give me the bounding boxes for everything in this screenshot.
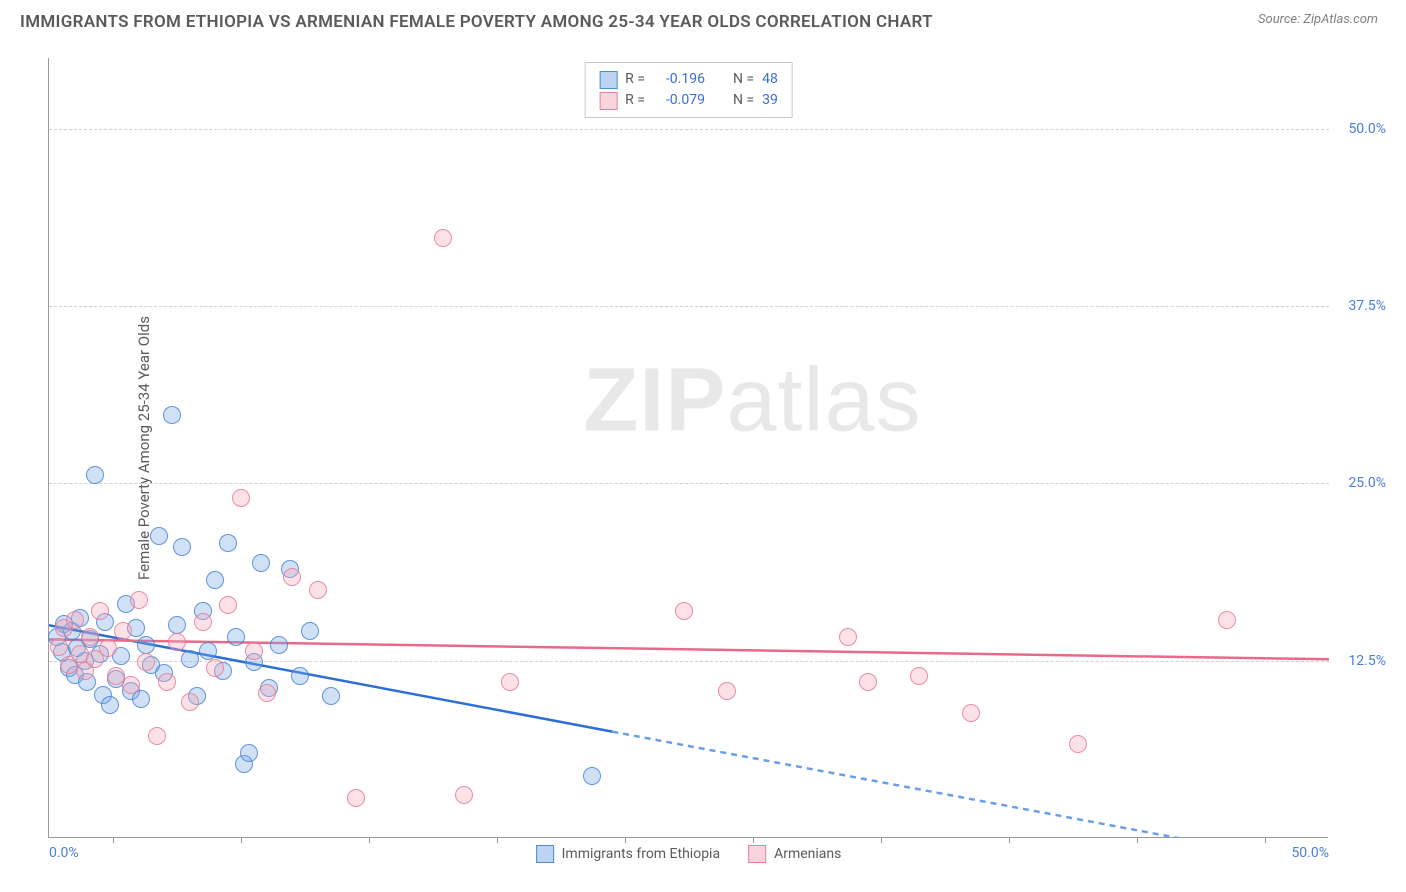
data-point	[130, 591, 148, 609]
n-value: 48	[762, 69, 778, 90]
gridline	[49, 661, 1329, 662]
data-point	[227, 628, 245, 646]
data-point	[252, 554, 270, 572]
data-point	[962, 704, 980, 722]
data-point	[232, 489, 250, 507]
data-point	[675, 602, 693, 620]
data-point	[859, 673, 877, 691]
chart-title: IMMIGRANTS FROM ETHIOPIA VS ARMENIAN FEM…	[20, 12, 933, 32]
data-point	[50, 638, 68, 656]
data-point	[66, 611, 84, 629]
data-point	[158, 673, 176, 691]
data-point	[148, 727, 166, 745]
data-point	[206, 659, 224, 677]
gridline	[49, 306, 1329, 307]
data-point	[270, 636, 288, 654]
x-tick	[241, 837, 242, 843]
x-tick	[625, 837, 626, 843]
data-point	[137, 636, 155, 654]
x-tick	[113, 837, 114, 843]
data-point	[347, 789, 365, 807]
correlation-legend: R = -0.196 N = 48 R = -0.079 N = 39	[584, 62, 793, 118]
data-point	[1218, 611, 1236, 629]
data-point	[283, 568, 301, 586]
data-point	[122, 676, 140, 694]
legend-swatch	[748, 845, 766, 863]
data-point	[258, 684, 276, 702]
x-tick	[1137, 837, 1138, 843]
source-label: Source: ZipAtlas.com	[1258, 12, 1378, 27]
n-label: N =	[733, 69, 754, 90]
data-point	[455, 786, 473, 804]
data-point	[240, 744, 258, 762]
x-tick	[369, 837, 370, 843]
data-point	[718, 682, 736, 700]
gridline	[49, 483, 1329, 484]
data-point	[101, 696, 119, 714]
r-value: -0.079	[653, 90, 705, 111]
data-point	[206, 571, 224, 589]
trend-lines	[49, 58, 1329, 838]
y-tick-label: 50.0%	[1336, 121, 1386, 137]
data-point	[309, 581, 327, 599]
y-tick-label: 37.5%	[1336, 298, 1386, 314]
x-tick	[881, 837, 882, 843]
header: IMMIGRANTS FROM ETHIOPIA VS ARMENIAN FEM…	[0, 0, 1406, 40]
data-point	[114, 622, 132, 640]
plot-area: ZIPatlas 12.5%25.0%37.5%50.0% R = -0.196…	[48, 58, 1328, 838]
data-point	[163, 406, 181, 424]
data-point	[1069, 735, 1087, 753]
legend-item: Immigrants from Ethiopia	[536, 845, 720, 863]
n-value: 39	[762, 90, 778, 111]
legend-item: Armenians	[748, 845, 841, 863]
legend-label: Armenians	[774, 846, 841, 862]
legend-stat-row: R = -0.079 N = 39	[599, 90, 778, 111]
x-tick	[497, 837, 498, 843]
data-point	[583, 767, 601, 785]
legend-swatch	[599, 71, 617, 89]
x-tick	[1265, 837, 1266, 843]
data-point	[219, 534, 237, 552]
data-point	[150, 527, 168, 545]
data-point	[245, 642, 263, 660]
data-point	[910, 667, 928, 685]
n-label: N =	[733, 90, 754, 111]
watermark: ZIPatlas	[583, 349, 921, 452]
legend-label: Immigrants from Ethiopia	[562, 846, 720, 862]
data-point	[322, 687, 340, 705]
data-point	[168, 616, 186, 634]
y-tick-label: 25.0%	[1336, 475, 1386, 491]
data-point	[301, 622, 319, 640]
data-point	[173, 538, 191, 556]
gridline	[49, 129, 1329, 130]
legend-stat-row: R = -0.196 N = 48	[599, 69, 778, 90]
data-point	[168, 633, 186, 651]
r-label: R =	[625, 69, 645, 90]
data-point	[181, 650, 199, 668]
data-point	[194, 613, 212, 631]
x-max-label: 50.0%	[1291, 845, 1329, 861]
data-point	[137, 653, 155, 671]
data-point	[199, 642, 217, 660]
data-point	[434, 229, 452, 247]
data-point	[91, 602, 109, 620]
data-point	[181, 693, 199, 711]
data-point	[839, 628, 857, 646]
y-tick-label: 12.5%	[1336, 653, 1386, 669]
data-point	[86, 466, 104, 484]
x-tick	[1009, 837, 1010, 843]
data-point	[99, 639, 117, 657]
r-label: R =	[625, 90, 645, 111]
data-point	[501, 673, 519, 691]
chart-container: Female Poverty Among 25-34 Year Olds ZIP…	[48, 58, 1378, 838]
data-point	[81, 628, 99, 646]
r-value: -0.196	[653, 69, 705, 90]
x-tick	[753, 837, 754, 843]
legend-swatch	[536, 845, 554, 863]
data-point	[219, 596, 237, 614]
series-legend: Immigrants from Ethiopia Armenians	[536, 845, 842, 863]
legend-swatch	[599, 92, 617, 110]
data-point	[291, 667, 309, 685]
x-min-label: 0.0%	[49, 845, 79, 861]
